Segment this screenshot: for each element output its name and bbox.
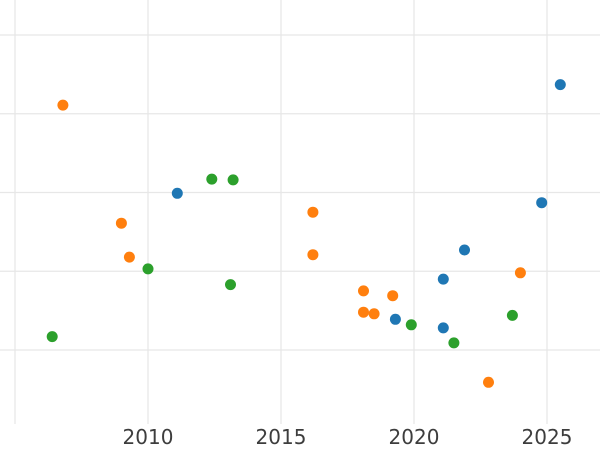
data-point [514,267,526,279]
data-point [483,376,494,388]
data-point [227,174,239,186]
gridlines [0,0,600,424]
data-point [506,309,518,321]
data-points [46,79,566,388]
x-tick-label: 2010 [123,425,174,449]
data-point [437,273,449,285]
x-axis-tick-labels: 2010 2015 2020 2025 [123,425,573,449]
data-point [437,322,449,334]
data-point [123,251,135,263]
data-point [389,313,401,325]
data-point [206,173,218,185]
data-point [368,308,380,320]
data-point [536,197,548,209]
data-point [225,279,236,291]
data-point [142,263,154,275]
data-point [46,331,58,343]
data-point [448,337,460,349]
data-point [387,290,399,302]
data-point [405,319,417,331]
data-point [57,99,69,111]
data-point [459,244,470,256]
x-tick-label: 2020 [389,425,440,449]
data-point [554,79,566,91]
x-tick-label: 2025 [522,425,573,449]
data-point [307,206,319,218]
data-point [307,249,319,261]
data-point [115,217,127,229]
data-point [358,306,369,318]
data-point [358,285,369,297]
x-tick-label: 2015 [256,425,307,449]
data-point [171,187,183,199]
